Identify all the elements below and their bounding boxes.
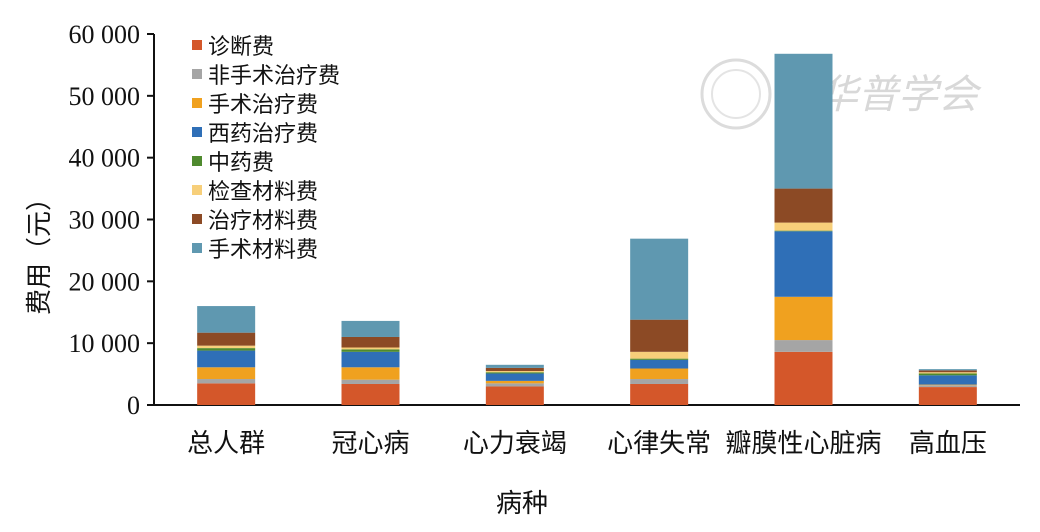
watermark-seal-inner-ring [711,69,761,119]
bar-segment [630,319,689,352]
bar-segment [774,222,833,231]
x-tick-labels-group: 总人群 冠心病 心力衰竭 心律失常 瓣膜性心脏病 高血压 [187,429,987,459]
legend-entry-label: 检查材料费 [208,180,318,205]
bar-segment [918,369,977,371]
legend-swatch [192,40,202,50]
bar-segment [485,364,544,368]
bar-segment [774,351,833,405]
y-tick-label: 20 000 [69,267,141,296]
bar-segment [918,385,977,388]
bar-segment [774,296,833,341]
legend-entry-label: 治疗材料费 [208,209,318,234]
watermark: 中华普学会 [700,58,982,130]
bar-segment [197,332,256,346]
legend-swatch [192,98,202,108]
legend-entry-label: 非手术治疗费 [208,64,340,89]
bar-segment [774,340,833,352]
legend-swatch [192,214,202,224]
bar-segment [774,188,833,223]
bar-segment [197,379,256,384]
legend-swatch [192,127,202,137]
legend-swatch [192,243,202,253]
bars-group [197,53,977,405]
legend-entry-label: 手术材料费 [208,238,318,263]
x-tick-label: 心力衰竭 [463,429,567,459]
bar-segment [630,383,689,405]
bar-segment [918,370,977,373]
legend-entry-label: 中药费 [208,151,274,176]
bar-segment [485,372,544,374]
bar-segment [630,359,689,369]
bar-segment [341,347,400,350]
y-tick-label: 40 000 [69,144,141,173]
bar-segment [341,367,400,380]
legend-entry-label: 诊断费 [208,35,274,60]
bar-segment [485,373,544,381]
bar-segment [630,368,689,380]
x-tick-label: 总人群 [187,429,265,459]
bar-segment [630,358,689,360]
bar-segment [485,383,544,387]
legend-entry-label: 手术治疗费 [208,93,318,118]
bar-segment [485,367,544,371]
legend-swatch [192,156,202,166]
bar-segment [918,373,977,376]
legend-entry-label: 西药治疗费 [208,122,318,147]
bar-segment [918,387,977,405]
legend-swatch [192,185,202,195]
y-tick-label: 10 000 [69,329,141,358]
bar-segment [918,384,977,386]
watermark-seal-icon [700,58,772,130]
bar-segment [341,379,400,384]
bar-segment [197,350,256,368]
legend-swatch [192,69,202,79]
bar-segment [197,367,256,380]
bar-segment [341,351,400,368]
bar-segment [341,349,400,352]
bar-segment [485,380,544,384]
bar-segment [774,231,833,297]
bar-segment [774,230,833,232]
bar-segment [341,336,400,348]
x-tick-label: 冠心病 [331,429,409,459]
y-tick-label: 0 [127,391,140,420]
bar-segment [341,320,400,337]
bar-segment [197,348,256,351]
y-tick-label: 60 000 [69,20,141,49]
bar-segment [774,53,833,189]
bar-segment [197,383,256,405]
bar-segment [485,370,544,373]
bar-segment [630,379,689,384]
x-tick-label: 高血压 [909,429,987,459]
bar-segment [341,383,400,405]
bar-segment [918,372,977,374]
x-axis-title: 病种 [496,489,548,519]
y-tick-label: 50 000 [69,82,141,111]
y-axis-title: 费用（元） [25,185,55,315]
bar-segment [197,345,256,349]
x-tick-label: 瓣膜性心脏病 [725,429,881,459]
x-tick-label: 心律失常 [607,429,711,459]
bar-segment [197,306,256,333]
y-tick-label: 30 000 [69,206,141,235]
bar-segment [630,238,689,320]
bar-segment [485,386,544,405]
bar-segment [630,351,689,359]
y-ticks-group: 0 10 000 20 000 30 000 40 000 50 000 60 000 [69,20,154,420]
bar-segment [918,375,977,385]
